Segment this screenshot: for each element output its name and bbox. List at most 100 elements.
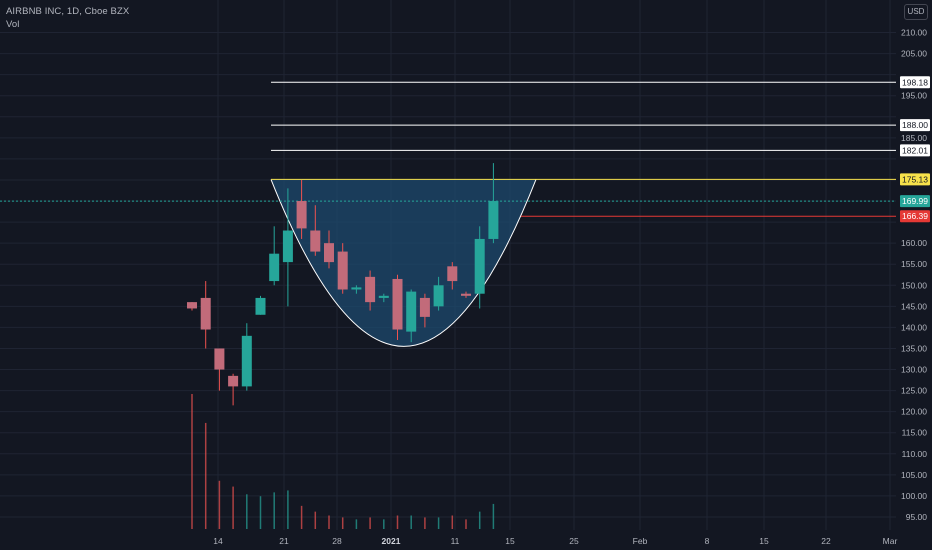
time-tick-label: Mar	[883, 536, 898, 546]
time-tick-label: 15	[759, 536, 769, 546]
volume-label: Vol	[6, 19, 20, 30]
candle-body	[241, 335, 252, 387]
price-tick-label: 125.00	[901, 386, 927, 396]
time-tick-label: 8	[705, 536, 710, 546]
price-tick-label: 160.00	[901, 238, 927, 248]
cup-pattern	[270, 179, 537, 347]
volume-bar	[424, 517, 426, 529]
price-label-resistance: 175.13	[902, 174, 928, 184]
time-tick-label: 21	[279, 536, 289, 546]
volume-bar	[314, 511, 317, 529]
price-tick-label: 205.00	[901, 49, 927, 59]
price-tick-label: 110.00	[902, 449, 928, 459]
price-tick-label: 120.00	[901, 407, 927, 417]
volume-bar	[410, 515, 412, 529]
candle-body	[351, 287, 362, 290]
price-tick-label: 140.00	[901, 322, 927, 332]
price-tick-label: 135.00	[901, 343, 927, 353]
volume-bar	[478, 511, 481, 529]
candle-body	[433, 285, 444, 307]
price-label-badge	[900, 210, 930, 223]
candle-body	[461, 293, 471, 296]
candle-body	[337, 251, 348, 290]
volume-bar	[218, 480, 221, 529]
chart-title: AIRBNB INC, 1D, Cboe BZX	[6, 6, 130, 17]
price-tick-label: 115.00	[902, 428, 928, 438]
price-label-badge	[900, 76, 930, 89]
candle-body	[200, 297, 211, 330]
price-label-badge	[900, 173, 930, 186]
price-label-level: 188.00	[902, 120, 928, 130]
volume-bar	[437, 517, 440, 529]
time-tick-label: 22	[821, 536, 831, 546]
volume-bar	[396, 515, 399, 529]
candle-body	[378, 295, 389, 298]
volume-bar	[465, 519, 467, 529]
price-tick-label: 105.00	[901, 470, 927, 480]
price-label-level: 182.01	[902, 145, 928, 155]
price-tick-label: 185.00	[901, 133, 927, 143]
candle-body	[269, 253, 280, 282]
volume-bar	[204, 422, 207, 529]
time-tick-label: 28	[332, 536, 342, 546]
price-tick-label: 95.00	[906, 512, 928, 522]
time-tick-label: Feb	[633, 536, 648, 546]
volume-bar	[287, 490, 289, 529]
time-tick-label: 25	[569, 536, 579, 546]
volume-bar	[383, 519, 385, 529]
volume-bar	[355, 519, 358, 529]
price-label-badge	[900, 195, 930, 208]
volume-bar	[273, 492, 275, 529]
time-tick-label: 2021	[382, 536, 401, 546]
candle-body	[255, 297, 266, 315]
volume-bar	[246, 494, 248, 529]
price-label-support: 166.39	[902, 211, 928, 221]
candle-body	[447, 266, 458, 282]
candle-body	[324, 243, 334, 263]
candle-body	[228, 375, 239, 387]
candle-body	[419, 297, 430, 317]
volume-bar	[369, 517, 371, 529]
price-label-current: 169.99	[902, 196, 928, 206]
price-tick-label: 130.00	[901, 365, 927, 375]
volume-bar	[300, 505, 303, 529]
candle-body	[474, 238, 485, 294]
volume-bar	[451, 515, 454, 529]
candle-body	[282, 230, 293, 263]
volume-bar	[191, 394, 193, 529]
time-tick-label: 11	[451, 536, 460, 546]
price-label-level: 198.18	[902, 77, 928, 87]
price-tick-label: 155.00	[901, 259, 927, 269]
price-label-badge	[900, 119, 930, 132]
price-axis[interactable]: 95.00 100.00 105.00 110.00 115.00 120.00 125.0…	[900, 28, 930, 523]
price-tick-label: 210.00	[901, 28, 927, 38]
candle-body	[488, 201, 499, 239]
currency-button[interactable]: USD	[904, 4, 928, 20]
volume-bar	[259, 496, 262, 529]
candle-body	[296, 201, 307, 229]
cup-outline	[270, 179, 537, 347]
price-tick-label: 150.00	[901, 280, 927, 290]
volume-bar	[232, 486, 234, 529]
volume-bar	[492, 503, 495, 529]
candle-body	[187, 302, 197, 309]
price-label-badge	[900, 144, 930, 157]
horizontal-levels	[0, 81, 896, 217]
price-tick-label: 100.00	[901, 491, 927, 501]
candle-body	[310, 230, 321, 252]
price-tick-label: 195.00	[901, 91, 927, 101]
volume-bar	[328, 515, 330, 529]
candle-body	[214, 348, 225, 370]
candle-body	[365, 276, 376, 303]
candles	[187, 163, 499, 406]
time-axis[interactable]: 14 21 28 2021 11 15 25 Feb 8 15 22 Mar	[213, 536, 897, 546]
candle-body	[392, 278, 403, 330]
time-tick-label: 14	[213, 536, 223, 546]
candle-body	[406, 291, 417, 332]
price-tick-label: 145.00	[901, 301, 927, 311]
volume-bar	[341, 517, 344, 529]
time-tick-label: 15	[505, 536, 515, 546]
volume-bars	[191, 394, 495, 529]
